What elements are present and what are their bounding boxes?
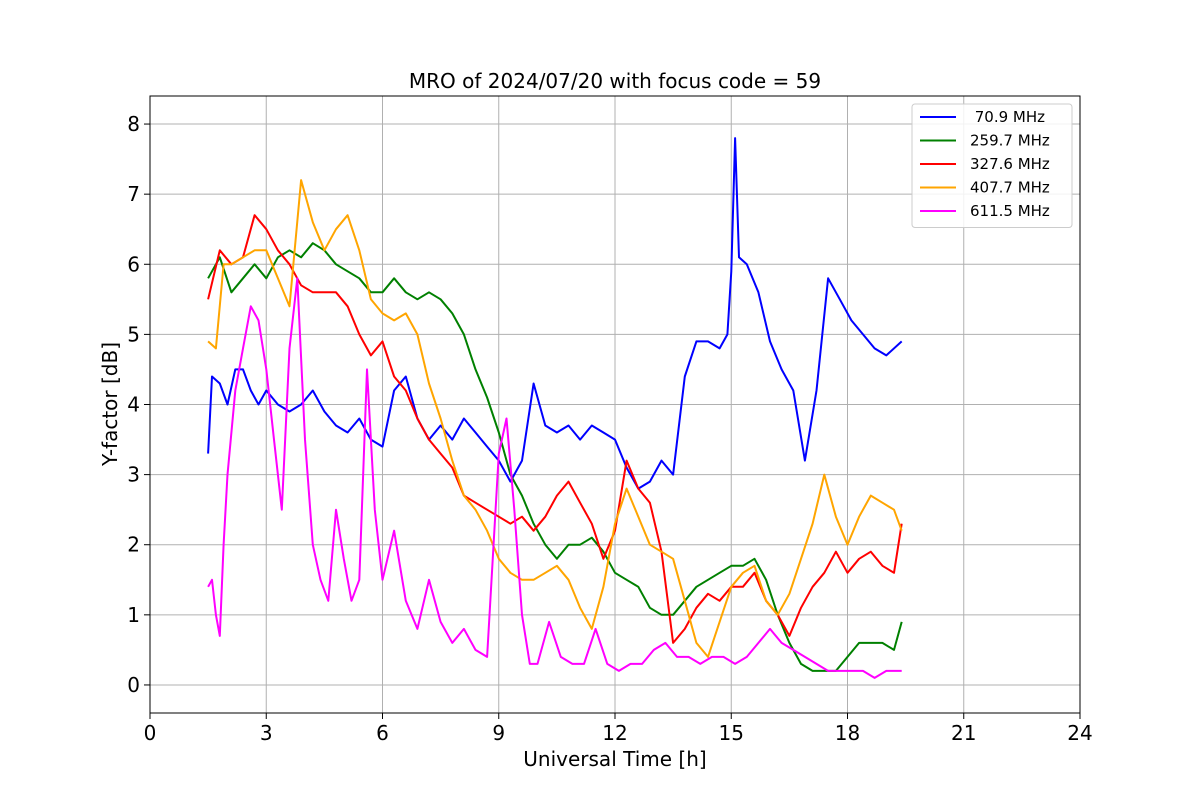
legend-entry-label: 327.6 MHz [970, 155, 1050, 173]
y-tick-label: 0 [127, 673, 140, 697]
y-tick-label: 3 [127, 463, 140, 487]
x-tick-label: 18 [835, 721, 860, 745]
y-tick-label: 1 [127, 603, 140, 627]
x-axis-label: Universal Time [h] [523, 747, 706, 771]
legend-entry-label: 611.5 MHz [970, 202, 1050, 220]
x-tick-label: 24 [1067, 721, 1092, 745]
x-tick-label: 15 [719, 721, 744, 745]
x-tick-label: 9 [492, 721, 505, 745]
y-tick-label: 7 [127, 182, 140, 206]
y-axis-ticks: 0 1 2 3 4 5 6 7 8 [127, 112, 150, 697]
legend: 70.9 MHz 259.7 MHz 327.6 MHz 407.7 MHz 611.5… [911, 103, 1073, 228]
legend-entry-label: 259.7 MHz [970, 132, 1050, 150]
chart-title: MRO of 2024/07/20 with focus code = 59 [409, 69, 821, 93]
series-line-1 [207, 137, 903, 490]
series-layer [207, 137, 903, 679]
y-tick-label: 6 [127, 252, 140, 276]
series-line-3 [207, 214, 903, 644]
x-tick-label: 0 [144, 721, 157, 745]
x-tick-label: 6 [376, 721, 389, 745]
legend-box [911, 103, 1073, 228]
y-tick-label: 8 [127, 112, 140, 136]
y-tick-label: 2 [127, 533, 140, 557]
x-axis-ticks: 0 3 6 9 12 15 18 21 24 [144, 713, 1093, 745]
legend-entry-label: 70.9 MHz [970, 108, 1045, 126]
y-tick-label: 4 [127, 393, 140, 417]
y-tick-label: 5 [127, 322, 140, 346]
series-line-4 [207, 179, 903, 658]
series-line-5 [207, 277, 902, 679]
x-tick-label: 3 [260, 721, 273, 745]
x-tick-label: 21 [951, 721, 976, 745]
legend-entry-label: 407.7 MHz [970, 179, 1050, 197]
y-axis-label: Y-factor [dB] [98, 342, 122, 467]
x-tick-label: 12 [602, 721, 627, 745]
